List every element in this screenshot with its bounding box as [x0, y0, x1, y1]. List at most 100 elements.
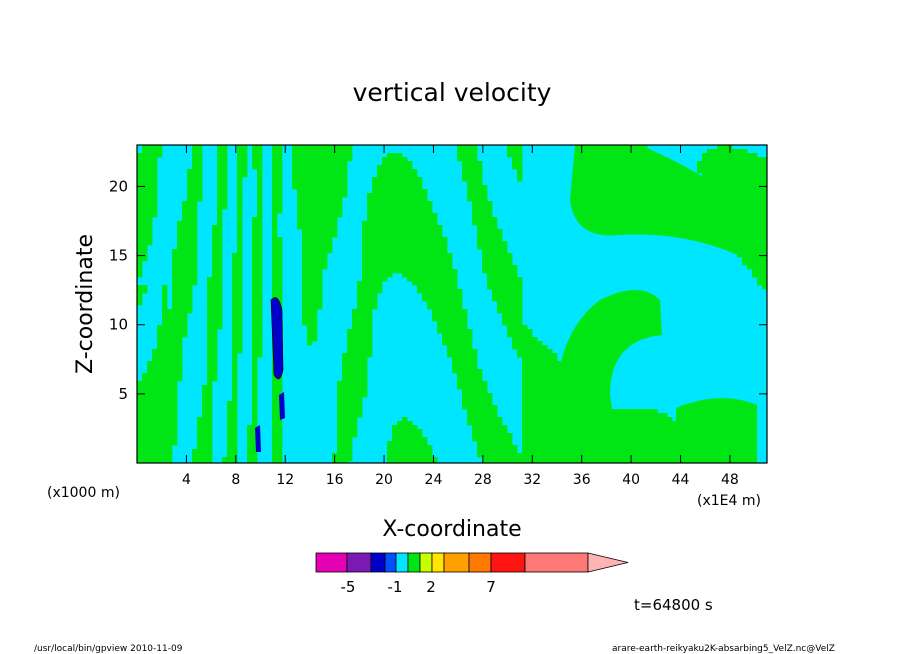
positive-velocity-cell	[377, 197, 383, 202]
positive-velocity-cell	[357, 393, 363, 398]
positive-velocity-cell	[307, 333, 313, 338]
positive-velocity-cell	[252, 389, 258, 394]
positive-velocity-cell	[202, 449, 208, 454]
positive-velocity-cell	[412, 225, 418, 230]
positive-velocity-cell	[512, 281, 518, 286]
positive-velocity-cell	[207, 445, 213, 450]
positive-velocity-cell	[192, 265, 198, 270]
positive-velocity-cell	[252, 369, 258, 374]
positive-velocity-cell	[517, 149, 523, 154]
positive-velocity-cell	[547, 425, 553, 430]
positive-velocity-cell	[147, 405, 153, 410]
positive-velocity-cell	[137, 381, 143, 386]
positive-velocity-cell	[147, 181, 153, 186]
positive-velocity-cell	[487, 281, 493, 286]
positive-velocity-cell	[542, 461, 548, 463]
positive-velocity-cell	[277, 381, 283, 386]
positive-velocity-cell	[527, 373, 533, 378]
positive-velocity-cell	[507, 253, 513, 258]
positive-velocity-cell	[407, 429, 413, 434]
positive-velocity-cell	[512, 149, 518, 154]
positive-velocity-cell	[327, 201, 333, 206]
positive-velocity-cell	[392, 181, 398, 186]
positive-velocity-cell	[492, 409, 498, 414]
positive-velocity-cell	[467, 197, 473, 202]
positive-velocity-cell	[462, 149, 468, 154]
positive-velocity-cell	[362, 365, 368, 370]
positive-velocity-cell	[407, 213, 413, 218]
positive-velocity-cell	[527, 417, 533, 422]
positive-velocity-cell	[537, 357, 543, 362]
positive-velocity-cell	[762, 285, 767, 290]
positive-velocity-cell	[627, 425, 633, 430]
positive-velocity-cell	[462, 157, 468, 162]
positive-velocity-cell	[377, 177, 383, 182]
positive-velocity-cell	[552, 353, 558, 358]
positive-velocity-cell	[362, 385, 368, 390]
positive-velocity-cell	[457, 385, 463, 390]
positive-velocity-cell	[417, 265, 423, 270]
positive-velocity-cell	[477, 397, 483, 402]
contour-bands	[137, 145, 767, 463]
positive-velocity-cell	[397, 165, 403, 170]
positive-velocity-cell	[317, 297, 323, 302]
positive-velocity-cell	[422, 273, 428, 278]
positive-velocity-cell	[257, 253, 263, 258]
positive-velocity-cell	[137, 289, 143, 294]
positive-velocity-cell	[197, 157, 203, 162]
positive-velocity-cell	[237, 333, 243, 338]
positive-velocity-cell	[507, 453, 513, 458]
positive-velocity-cell	[662, 437, 668, 442]
positive-velocity-cell	[747, 161, 753, 166]
positive-velocity-cell	[157, 409, 163, 414]
positive-velocity-cell	[637, 409, 643, 414]
positive-velocity-cell	[457, 293, 463, 298]
positive-velocity-cell	[472, 429, 478, 434]
positive-velocity-cell	[272, 429, 278, 434]
positive-velocity-cell	[737, 189, 743, 194]
positive-velocity-cell	[377, 185, 383, 190]
positive-velocity-cell	[502, 289, 508, 294]
positive-velocity-cell	[137, 401, 143, 406]
positive-velocity-cell	[157, 385, 163, 390]
positive-velocity-cell	[162, 369, 168, 374]
positive-velocity-cell	[217, 149, 223, 154]
positive-velocity-cell	[472, 145, 478, 150]
positive-velocity-cell	[252, 253, 258, 258]
positive-velocity-cell	[632, 453, 638, 458]
positive-velocity-cell	[632, 409, 638, 414]
positive-velocity-cell	[137, 249, 143, 254]
positive-velocity-cell	[307, 305, 313, 310]
positive-velocity-cell	[532, 433, 538, 438]
positive-velocity-cell	[327, 153, 333, 158]
positive-velocity-cell	[392, 257, 398, 262]
positive-velocity-cell	[462, 381, 468, 386]
positive-velocity-cell	[412, 185, 418, 190]
positive-velocity-cell	[247, 461, 253, 463]
positive-velocity-cell	[522, 385, 528, 390]
positive-velocity-cell	[362, 289, 368, 294]
positive-velocity-cell	[477, 445, 483, 450]
positive-velocity-cell	[152, 457, 158, 462]
positive-velocity-cell	[157, 345, 163, 350]
positive-velocity-cell	[137, 261, 143, 266]
positive-velocity-cell	[367, 265, 373, 270]
positive-velocity-cell	[192, 449, 198, 454]
positive-velocity-cell	[192, 237, 198, 242]
positive-velocity-cell	[442, 329, 448, 334]
positive-velocity-cell	[347, 413, 353, 418]
positive-velocity-cell	[312, 301, 318, 306]
positive-velocity-cell	[402, 161, 408, 166]
positive-velocity-cell	[167, 385, 173, 390]
positive-velocity-cell	[622, 457, 628, 462]
positive-velocity-cell	[367, 273, 373, 278]
positive-velocity-cell	[537, 413, 543, 418]
positive-velocity-cell	[497, 253, 503, 258]
positive-velocity-cell	[402, 453, 408, 458]
positive-velocity-cell	[747, 205, 753, 210]
positive-velocity-cell	[427, 453, 433, 458]
positive-velocity-cell	[717, 169, 723, 174]
positive-velocity-cell	[272, 197, 278, 202]
positive-velocity-cell	[142, 165, 148, 170]
